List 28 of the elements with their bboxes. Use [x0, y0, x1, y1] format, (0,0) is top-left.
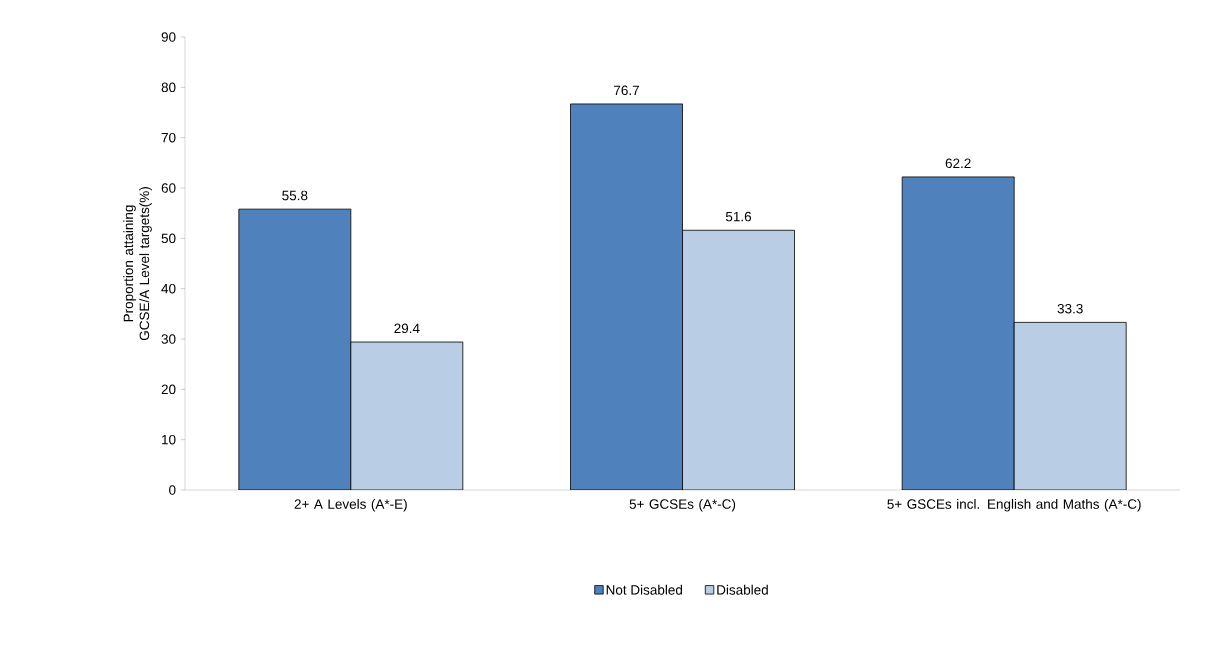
data-label: 62.2	[945, 158, 971, 169]
legend-label: Disabled	[717, 584, 768, 595]
bar	[570, 103, 683, 490]
y-tick-label: 90	[161, 32, 176, 42]
bar	[350, 341, 464, 490]
data-label: 33.3	[1057, 303, 1083, 314]
bar	[238, 208, 352, 490]
data-label: 51.6	[725, 211, 752, 222]
y-tick-label: 10	[162, 434, 176, 445]
data-label: 76.7	[614, 85, 639, 96]
y-tick-label: 40	[161, 283, 176, 294]
x-tick-label: 5+ GSCEs incl. English and Maths (A*-C)	[887, 498, 1141, 512]
y-axis-title: Proportion attaining GCSE/A Level targets(%)	[123, 187, 152, 341]
y-tick-label: 80	[161, 82, 176, 93]
y-tick-label: 20	[161, 384, 176, 395]
y-tick-label: 70	[161, 132, 176, 143]
x-tick-label: 5+ GCSEs (A*-C)	[629, 498, 736, 512]
y-tick-label: 50	[161, 233, 176, 244]
data-label: 55.8	[282, 190, 308, 201]
data-label: 29.4	[394, 323, 420, 334]
bar	[1013, 321, 1127, 490]
bar	[901, 176, 1015, 490]
x-tick-label: 2+ A Levels (A*-E)	[294, 498, 407, 512]
y-tick-label: 30	[161, 334, 176, 344]
y-tick-label: 60	[161, 183, 176, 193]
bar	[682, 229, 795, 490]
legend-label: Not Disabled	[606, 584, 682, 595]
y-tick-label: 0	[169, 485, 176, 495]
